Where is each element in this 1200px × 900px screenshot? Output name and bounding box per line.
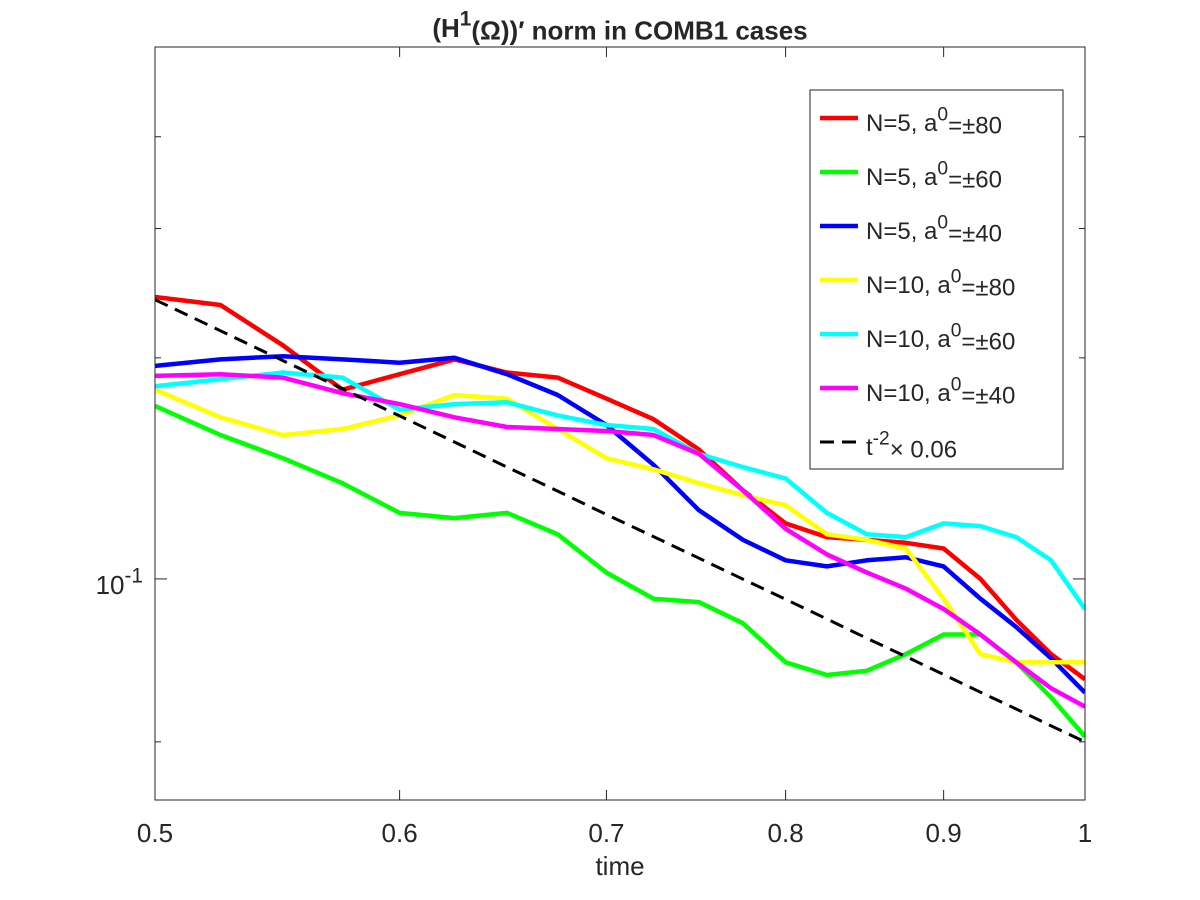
x-tick-label: 0.6: [382, 818, 418, 848]
series-line: [155, 294, 1085, 682]
legend-label: N=5, a0​=±80: [866, 104, 1002, 139]
chart-title: (H1​(Ω))′ norm in COMB1 cases: [432, 7, 807, 45]
legend-label: N=10, a0​=±40: [866, 374, 1015, 409]
legend-label: N=5, a0​=±40: [866, 212, 1002, 247]
legend-label: N=10, a0​=±80: [866, 266, 1015, 301]
legend-label: t-2​× 0.06: [866, 428, 957, 463]
x-tick-label: 0.5: [137, 818, 173, 848]
x-tick-label: 0.9: [926, 818, 962, 848]
legend-label: N=10, a0​=±60: [866, 320, 1015, 355]
axes-box: [154, 46, 1086, 801]
series-line: [155, 387, 1085, 665]
x-axis-label: time: [595, 851, 644, 881]
series-line: [155, 298, 1085, 744]
y-tick-label: 10-1​: [96, 564, 143, 600]
series-line: [155, 353, 1085, 695]
legend-label: N=5, a0​=±60: [866, 158, 1002, 193]
x-tick-label: 1: [1078, 818, 1092, 848]
x-tick-label: 0.7: [588, 818, 624, 848]
x-tick-label: 0.8: [768, 818, 804, 848]
